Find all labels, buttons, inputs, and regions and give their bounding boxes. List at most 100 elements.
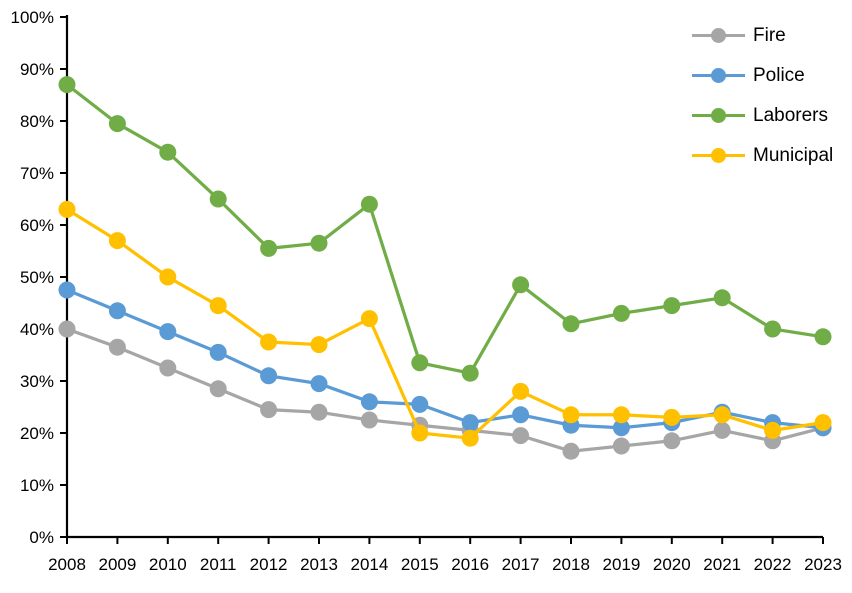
data-point-fire-2018	[562, 442, 580, 460]
data-point-fire-2013	[310, 403, 328, 421]
x-axis-tick-label: 2009	[98, 555, 136, 574]
data-point-police-2014	[360, 393, 378, 411]
data-point-municipal-2013	[310, 336, 328, 354]
y-axis-tick-label: 20%	[20, 424, 54, 443]
legend-item-laborers: Laborers	[692, 104, 833, 127]
x-axis-tick-label: 2010	[149, 555, 187, 574]
data-point-laborers-2009	[108, 115, 126, 133]
data-point-municipal-2020	[663, 408, 681, 426]
data-point-municipal-2021	[713, 406, 731, 424]
laborers-legend-marker-icon	[692, 108, 745, 124]
data-point-laborers-2008	[58, 76, 76, 94]
x-axis-tick-label: 2022	[754, 555, 792, 574]
y-axis-tick-label: 30%	[20, 372, 54, 391]
data-point-police-2015	[411, 395, 429, 413]
data-point-municipal-2009	[108, 232, 126, 250]
data-point-laborers-2010	[159, 143, 177, 161]
data-point-fire-2021	[713, 421, 731, 439]
x-axis-tick-label: 2021	[703, 555, 741, 574]
x-axis-tick-label: 2020	[653, 555, 691, 574]
data-point-police-2016	[461, 414, 479, 432]
police-legend-marker-icon	[692, 68, 745, 84]
data-point-police-2010	[159, 323, 177, 341]
data-point-laborers-2023	[814, 328, 832, 346]
series-line-laborers	[66, 83, 824, 376]
data-point-laborers-2018	[562, 315, 580, 333]
data-point-laborers-2013	[310, 234, 328, 252]
data-point-fire-2011	[209, 380, 227, 398]
fire-legend-marker-icon	[692, 28, 745, 44]
data-point-laborers-2021	[713, 289, 731, 307]
x-axis-tick-label: 2019	[602, 555, 640, 574]
y-axis-tick-label: 0%	[29, 528, 54, 547]
data-point-municipal-2011	[209, 297, 227, 315]
data-point-police-2019	[612, 419, 630, 437]
y-axis-tick-label: 70%	[20, 164, 54, 183]
y-axis-tick-label: 90%	[20, 60, 54, 79]
legend-label-municipal: Municipal	[753, 144, 834, 166]
data-point-police-2008	[58, 281, 76, 299]
y-axis-tick-label: 40%	[20, 320, 54, 339]
data-point-fire-2009	[108, 338, 126, 356]
x-axis-tick-label: 2013	[300, 555, 338, 574]
data-point-fire-2010	[159, 359, 177, 377]
x-axis-tick-label: 2012	[250, 555, 288, 574]
x-axis-tick-label: 2016	[451, 555, 489, 574]
series-line-police	[66, 288, 824, 430]
x-axis-tick-label: 2014	[350, 555, 388, 574]
data-point-municipal-2015	[411, 424, 429, 442]
axis-lines	[65, 15, 823, 539]
y-axis-tick-label: 50%	[20, 268, 54, 287]
data-point-laborers-2019	[612, 304, 630, 322]
legend-item-police: Police	[692, 64, 833, 87]
data-point-laborers-2011	[209, 190, 227, 208]
municipal-legend-marker-icon	[692, 148, 745, 164]
data-point-police-2012	[260, 367, 278, 385]
data-point-municipal-2022	[764, 421, 782, 439]
y-axis-tick-label: 80%	[20, 112, 54, 131]
y-axis-tick-label: 100%	[11, 8, 54, 27]
data-point-municipal-2017	[512, 382, 530, 400]
x-axis-tick-label: 2023	[804, 555, 842, 574]
x-axis-tick-label: 2017	[502, 555, 540, 574]
data-point-fire-2019	[612, 437, 630, 455]
series-line-fire	[66, 327, 824, 453]
legend-label-police: Police	[753, 64, 805, 86]
x-axis-tick-label: 2011	[200, 555, 237, 574]
legend-label-laborers: Laborers	[753, 104, 828, 126]
data-point-laborers-2020	[663, 297, 681, 315]
data-point-police-2017	[512, 406, 530, 424]
series-line-municipal	[66, 208, 824, 440]
x-axis-tick-label: 2008	[48, 555, 86, 574]
data-point-fire-2012	[260, 401, 278, 419]
x-axis-tick-label: 2018	[552, 555, 590, 574]
legend-label-fire: Fire	[753, 24, 786, 46]
data-point-police-2009	[108, 302, 126, 320]
data-point-municipal-2008	[58, 200, 76, 218]
data-point-municipal-2010	[159, 268, 177, 286]
data-point-laborers-2015	[411, 354, 429, 372]
legend: Fire Police Laborers Municipal	[692, 24, 833, 167]
data-point-fire-2008	[58, 320, 76, 338]
legend-item-fire: Fire	[692, 24, 833, 47]
data-point-laborers-2012	[260, 239, 278, 257]
data-point-laborers-2017	[512, 276, 530, 294]
y-axis-tick-label: 10%	[20, 476, 54, 495]
data-point-laborers-2014	[360, 195, 378, 213]
data-point-municipal-2012	[260, 333, 278, 351]
data-point-fire-2014	[360, 411, 378, 429]
y-axis-tick-label: 60%	[20, 216, 54, 235]
data-point-municipal-2019	[612, 406, 630, 424]
data-point-laborers-2022	[764, 320, 782, 338]
legend-item-municipal: Municipal	[692, 144, 833, 167]
x-axis-tick-label: 2015	[401, 555, 439, 574]
data-point-police-2011	[209, 343, 227, 361]
data-point-municipal-2018	[562, 406, 580, 424]
data-point-municipal-2014	[360, 310, 378, 328]
data-point-fire-2017	[512, 427, 530, 445]
data-point-municipal-2023	[814, 414, 832, 432]
data-point-police-2013	[310, 375, 328, 393]
data-point-municipal-2016	[461, 429, 479, 447]
